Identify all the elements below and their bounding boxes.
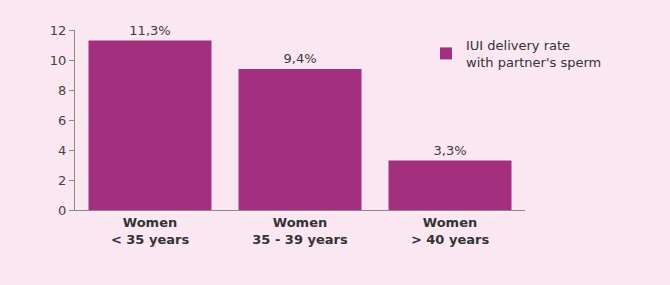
svg-text:8: 8 bbox=[58, 83, 66, 98]
svg-text:6: 6 bbox=[58, 113, 66, 128]
svg-text:3,3%: 3,3% bbox=[433, 143, 466, 158]
svg-text:10: 10 bbox=[50, 53, 67, 68]
svg-text:2: 2 bbox=[58, 173, 66, 188]
svg-text:Women< 35 years: Women< 35 years bbox=[111, 215, 190, 247]
svg-text:9,4%: 9,4% bbox=[283, 51, 316, 66]
svg-text:12: 12 bbox=[50, 23, 67, 38]
svg-text:IUI delivery ratewith partner': IUI delivery ratewith partner's sperm bbox=[466, 38, 601, 70]
svg-text:11,3%: 11,3% bbox=[129, 23, 170, 38]
svg-text:4: 4 bbox=[58, 143, 66, 158]
svg-text:Women> 40 years: Women> 40 years bbox=[411, 215, 490, 247]
svg-text:0: 0 bbox=[58, 203, 66, 218]
svg-text:Women35 - 39 years: Women35 - 39 years bbox=[252, 215, 348, 247]
